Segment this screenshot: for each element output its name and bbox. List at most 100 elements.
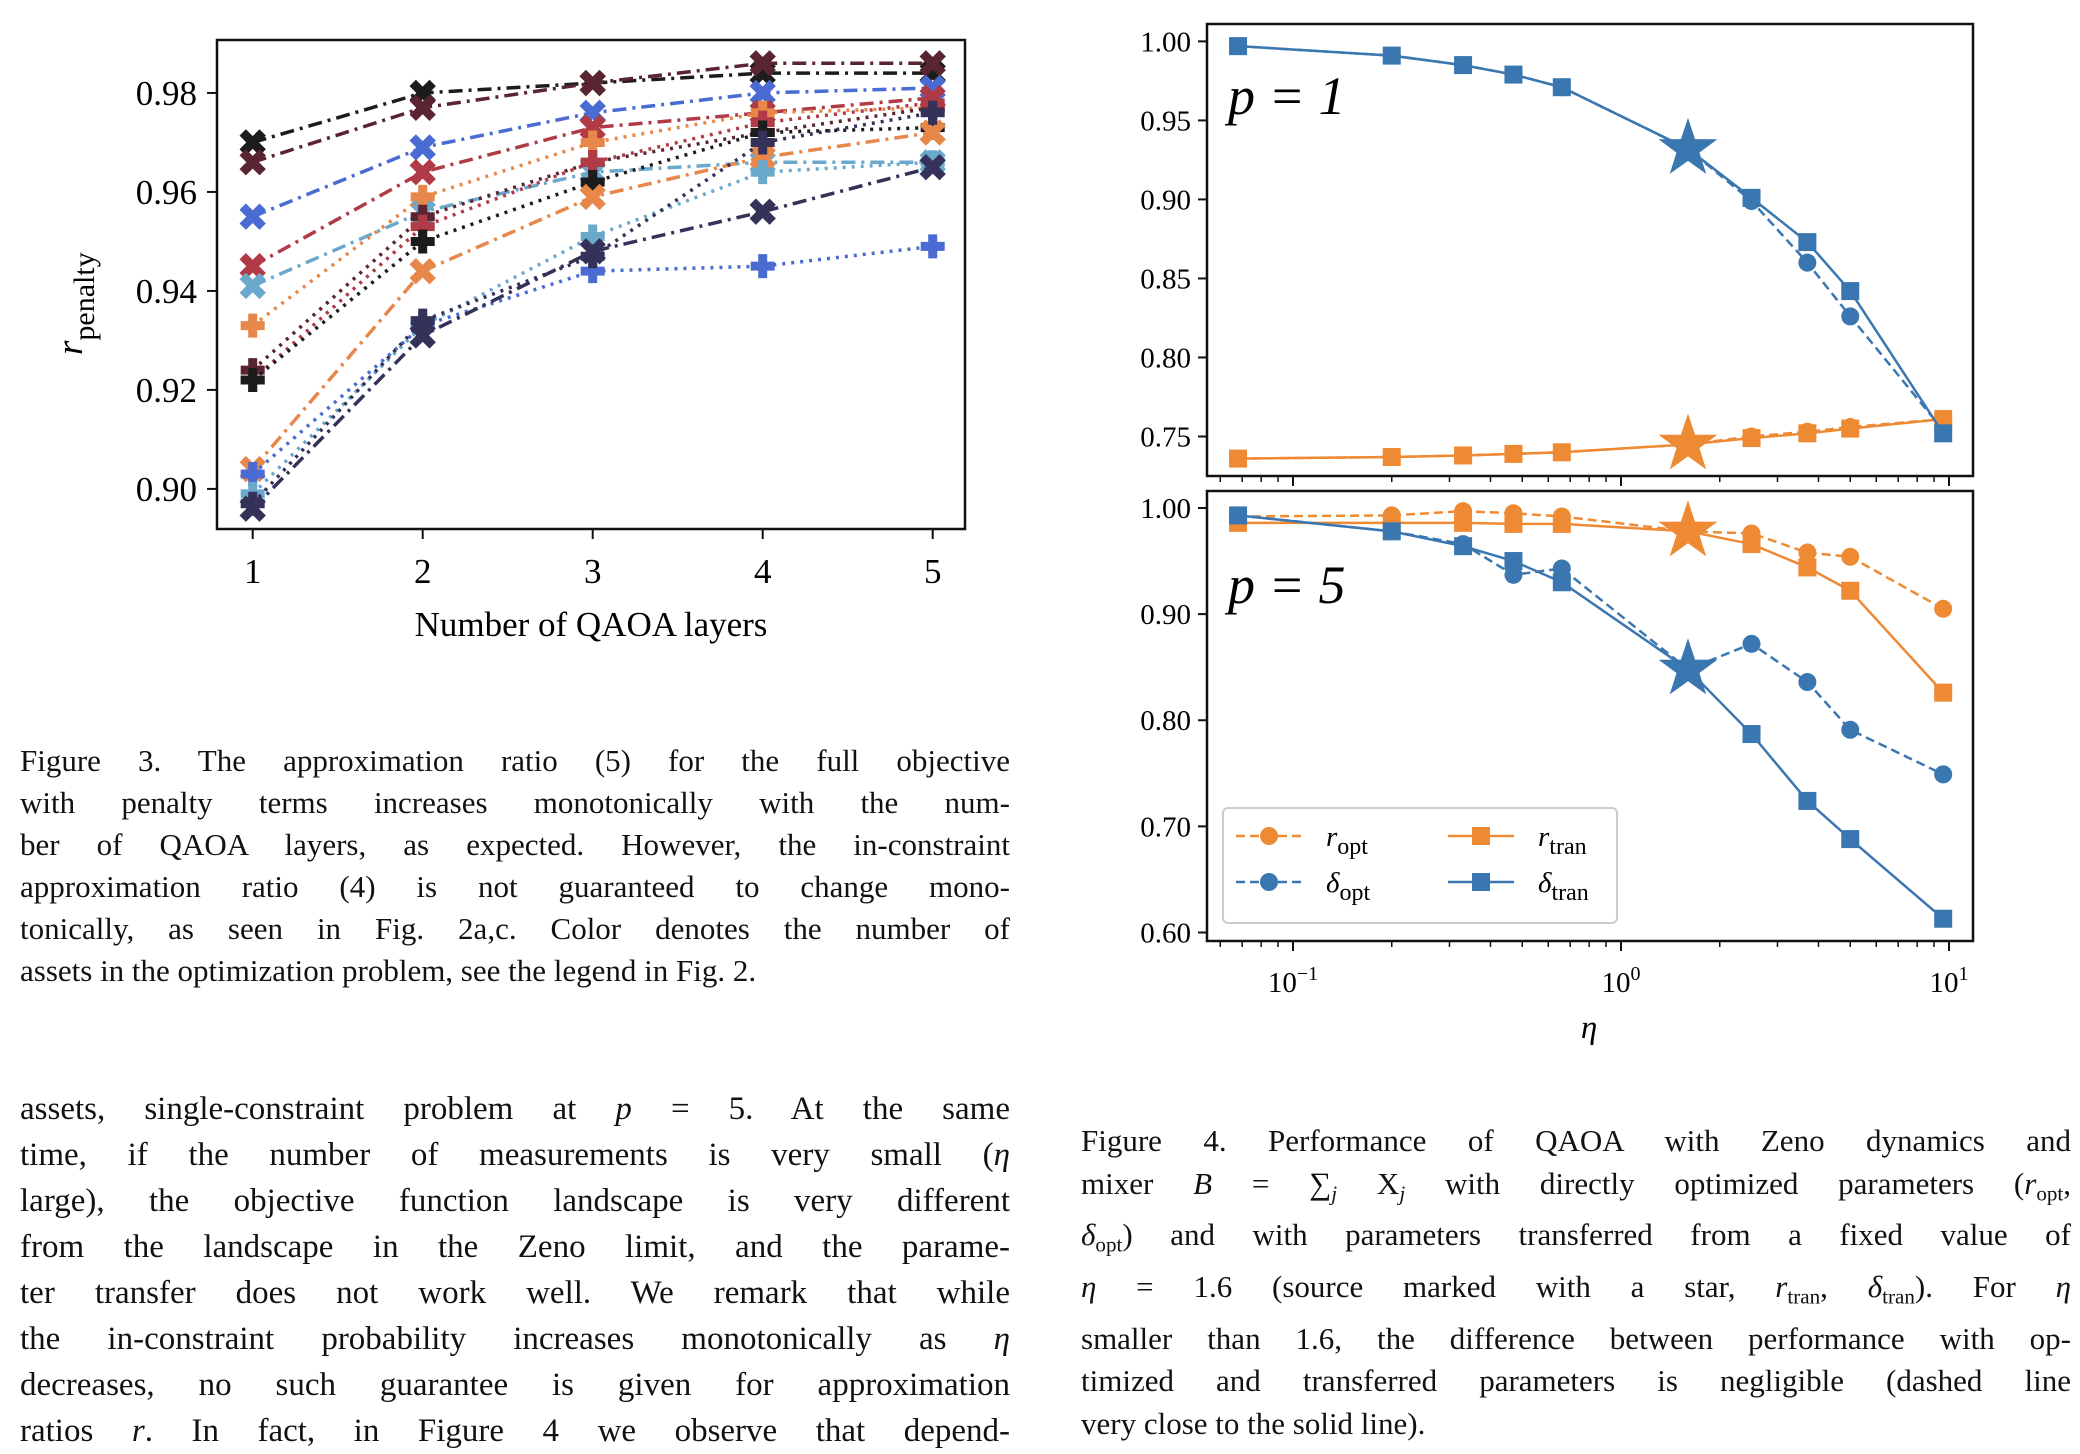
series-delta-opt	[1229, 506, 1953, 784]
y-tick-label: 1.00	[1140, 26, 1191, 58]
math-text: η	[993, 1137, 1010, 1173]
x-marker	[409, 134, 436, 161]
text-segment: assets in the optimization problem, see …	[20, 953, 757, 988]
square-marker	[1504, 514, 1523, 533]
series-1	[239, 50, 946, 176]
y-tick-label: 0.90	[1140, 184, 1191, 216]
y-tick-label: 0.70	[1140, 811, 1191, 843]
y-tick-label: 0.90	[136, 470, 197, 509]
square-marker	[1742, 188, 1761, 207]
x-marker	[749, 144, 776, 171]
text-line: the in-constraint probability increases …	[20, 1316, 1010, 1362]
y-tick-label: 0.85	[1140, 263, 1191, 295]
square-marker	[1229, 37, 1248, 56]
circle-marker	[1841, 547, 1860, 566]
series-line	[251, 244, 933, 476]
legend-subscript: tran	[1549, 834, 1586, 860]
text-segment: Figure 3. The approximation ratio (5) fo…	[20, 743, 1010, 778]
figure-3-caption: Figure 3. The approximation ratio (5) fo…	[20, 740, 1010, 992]
y-label-subscript: penalty	[68, 252, 101, 340]
y-tick-label: 0.92	[136, 371, 197, 410]
square-marker	[1742, 429, 1761, 448]
math-text: r	[1775, 1269, 1788, 1305]
circle-marker	[1841, 720, 1860, 739]
text-line: ter transfer does not work well. We rema…	[20, 1270, 1010, 1316]
legend-symbol: δ	[1326, 867, 1340, 899]
x-marker	[919, 154, 946, 181]
plot-frame	[1205, 489, 1975, 943]
text-line: timized and transferred parameters is ne…	[1081, 1360, 2071, 1403]
legend-symbol: r	[1326, 821, 1338, 853]
x-marker	[749, 198, 776, 225]
square-marker	[1229, 506, 1248, 525]
series-11	[240, 150, 945, 506]
tick-exponent: 0	[1631, 963, 1641, 985]
text-line: time, if the number of measurements is v…	[20, 1132, 1010, 1178]
x-marker	[239, 495, 266, 522]
plot-frame	[1205, 22, 1975, 478]
series-delta-tran	[1229, 506, 1953, 928]
figure-3-chart: 1 2 3 4 5 0.90 0.92 0.94 0.96 0.98 Number of QAOA …	[50, 38, 967, 644]
x-marker	[749, 50, 776, 77]
tick-base: 10	[1602, 967, 1631, 999]
math-text: B	[1193, 1165, 1213, 1201]
text-line: from the landscape in the Zeno limit, an…	[20, 1224, 1010, 1270]
square-marker	[1472, 827, 1490, 845]
square-marker	[1454, 537, 1473, 556]
text-segment: large), the objective function landscape…	[20, 1183, 1010, 1219]
x-marker	[579, 238, 606, 265]
square-marker	[1841, 830, 1860, 849]
text-segment: = 1.6 (source marked with a star,	[1096, 1269, 1776, 1305]
square-marker	[1454, 446, 1473, 465]
text-segment: with penalty terms increases monotonical…	[20, 785, 1010, 820]
circle-marker	[1742, 634, 1761, 653]
text-line: δopt) and with parameters transferred fr…	[1081, 1214, 2071, 1266]
math-text: η	[993, 1321, 1010, 1357]
text-line: decreases, no such guarantee is given fo…	[20, 1362, 1010, 1408]
legend-subscript: opt	[1337, 834, 1368, 860]
plus-marker	[920, 100, 945, 125]
square-marker	[1454, 56, 1473, 75]
panel-p5: 0.60 0.70 0.80 0.90 1.00 p = 5	[1140, 489, 1975, 951]
text-segment: ratios	[20, 1413, 132, 1449]
circle-marker	[1260, 873, 1278, 891]
series-line	[1237, 44, 1945, 435]
square-marker	[1382, 448, 1401, 467]
series-line	[1238, 417, 1944, 460]
math-text: j	[1399, 1180, 1406, 1205]
text-line: Figure 4. Performance of QAOA with Zeno …	[1081, 1120, 2071, 1163]
text-segment: time, if the number of measurements is v…	[20, 1137, 994, 1173]
text-segment: . In fact, in Figure 4 we observe that d…	[144, 1413, 1010, 1449]
plus-marker	[750, 160, 775, 185]
x-marker	[749, 79, 776, 107]
square-marker	[1504, 552, 1523, 571]
text-line: ber of QAOA layers, as expected. However…	[20, 824, 1010, 866]
math-text: tran	[1787, 1284, 1821, 1309]
circle-marker	[1841, 307, 1860, 326]
y-tick-label: 0.96	[136, 173, 197, 212]
x-tick-label: 2	[414, 552, 432, 591]
text-line: smaller than 1.6, the difference between…	[1081, 1318, 2071, 1361]
text-segment: assets, single-constraint problem at	[20, 1091, 616, 1127]
math-text: δ	[1081, 1217, 1096, 1253]
legend-subscript: opt	[1339, 880, 1370, 906]
star-marker	[1658, 638, 1718, 695]
text-line: with penalty terms increases monotonical…	[20, 782, 1010, 824]
series-line	[252, 71, 933, 145]
math-text: η	[2055, 1269, 2072, 1305]
y-tick-label: 0.94	[136, 272, 197, 311]
text-segment: = ∑	[1212, 1165, 1332, 1201]
circle-marker	[1798, 543, 1817, 562]
legend-entry: δopt	[1236, 867, 1370, 906]
math-text: δ	[1867, 1269, 1883, 1305]
y-tick-label: 0.95	[1140, 105, 1191, 137]
series-line	[1238, 521, 1945, 694]
legend-label: ropt	[1326, 821, 1368, 860]
y-tick-label: 0.75	[1140, 421, 1191, 453]
math-text: opt	[2036, 1180, 2064, 1205]
legend-symbol: r	[1538, 821, 1550, 853]
text-segment: mixer	[1081, 1165, 1194, 1201]
square-marker	[1841, 581, 1860, 600]
text-segment: very close to the solid line).	[1081, 1405, 1426, 1441]
